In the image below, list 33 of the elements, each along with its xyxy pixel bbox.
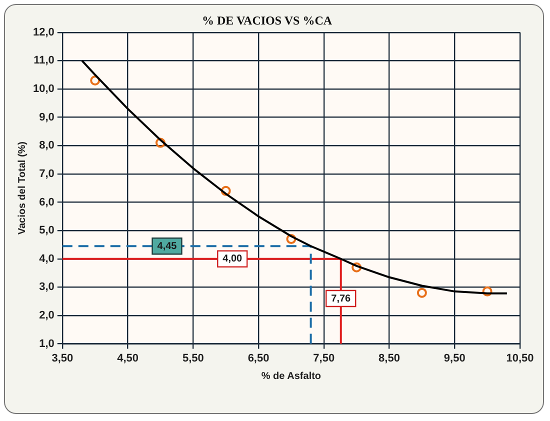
y-tick-label: 8,0	[39, 140, 54, 152]
y-tick-label: 2,0	[39, 310, 54, 322]
x-tick-label: 8,50	[378, 352, 400, 364]
annotation: 7,76	[331, 293, 352, 304]
point	[352, 262, 362, 272]
annotation: 4,00	[222, 254, 243, 265]
x-tick-label: 9,50	[444, 352, 466, 364]
annotation: 4,45	[157, 240, 178, 252]
point	[286, 234, 296, 244]
y-tick-label: 7,0	[39, 168, 54, 180]
x-tick-label: 7,50	[313, 352, 335, 364]
x-tick-label: 10,50	[506, 352, 534, 364]
chart-title: % DE VACIOS VS %CA	[202, 13, 332, 28]
point	[416, 288, 427, 298]
x-tick-label: 6,50	[248, 352, 270, 364]
y-tick-label: 6,0	[39, 196, 54, 208]
x-tick-label: 5,50	[182, 352, 204, 364]
point	[90, 76, 100, 86]
y-tick-label: 5,0	[39, 224, 54, 237]
x-axis-title: % de Asfalto	[261, 370, 322, 382]
y-tick-label: 10,0	[32, 83, 54, 96]
y-axis-title: Vacios del Total (%)	[16, 142, 28, 235]
y-tick-label: 1,0	[39, 338, 54, 350]
y-tick-label: 4,0	[39, 252, 54, 265]
y-tick-label: 3,0	[39, 281, 54, 294]
point	[220, 186, 231, 196]
y-tick-label: 11,0	[34, 54, 54, 67]
point	[482, 286, 492, 296]
x-tick-label: 3,50	[52, 352, 74, 364]
y-tick-label: 12,0	[32, 26, 54, 38]
point	[155, 138, 166, 148]
x-tick-label: 4,50	[117, 352, 138, 364]
y-tick-label: 9,0	[39, 111, 54, 124]
